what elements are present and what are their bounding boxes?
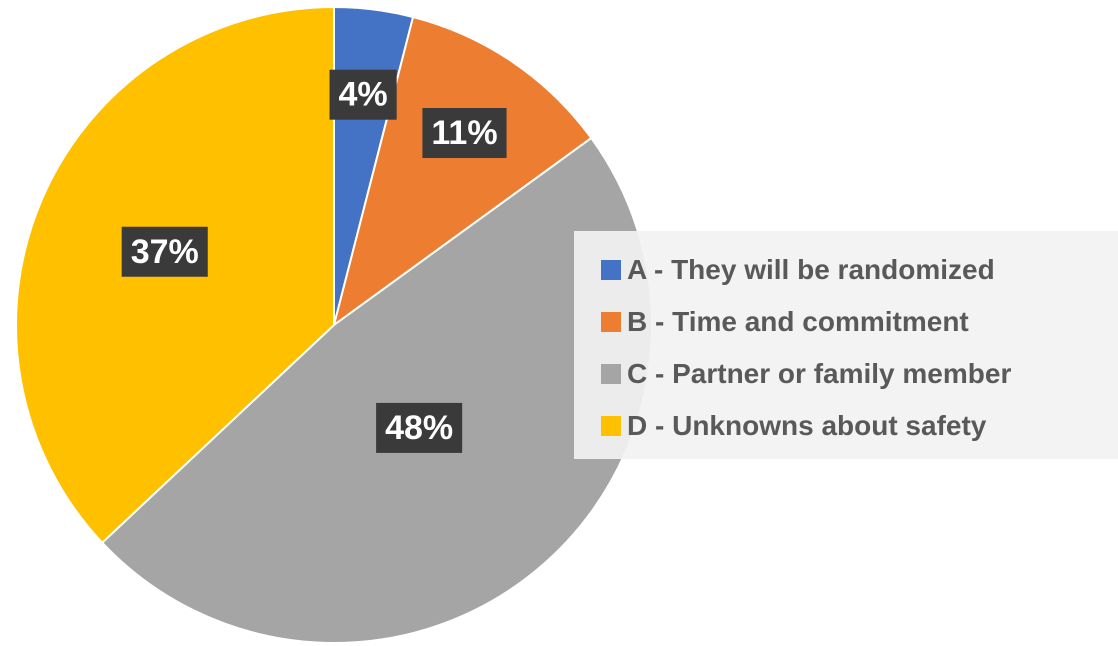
data-label-text-d: 37% <box>131 233 199 271</box>
data-label-box-b <box>422 108 507 159</box>
legend-item-b: B - Time and commitment <box>601 296 1118 348</box>
legend-item-c: C - Partner or family member <box>601 348 1118 400</box>
legend-label-d: D - Unknowns about safety <box>627 410 987 441</box>
legend-swatch-a <box>601 260 621 280</box>
data-label-d: 37% <box>121 226 208 277</box>
data-label-text-c: 48% <box>385 409 453 447</box>
legend-swatch-d <box>601 416 621 436</box>
pie-slice-b <box>332 15 593 328</box>
data-label-text-b: 11% <box>431 114 497 152</box>
data-label-b: 11% <box>422 108 507 159</box>
data-label-box-d <box>121 226 208 277</box>
chart-legend: A - They will be randomized B - Time and… <box>574 231 1118 459</box>
data-label-a: 4% <box>329 69 397 120</box>
data-label-box-c <box>376 402 463 453</box>
legend-label-a: A - They will be randomized <box>627 254 995 285</box>
legend-swatch-b <box>601 312 621 332</box>
data-label-text-a: 4% <box>339 76 388 114</box>
data-label-c: 48% <box>376 402 463 453</box>
legend-label-b: B - Time and commitment <box>627 306 969 337</box>
data-label-box-a <box>329 69 397 120</box>
legend-label-c: C - Partner or family member <box>627 358 1012 389</box>
legend-item-a: A - They will be randomized <box>601 244 1118 296</box>
legend-item-d: D - Unknowns about safety <box>601 400 1118 452</box>
legend-swatch-c <box>601 364 621 384</box>
data-labels: 4% 11% 48% 37% <box>121 69 507 453</box>
